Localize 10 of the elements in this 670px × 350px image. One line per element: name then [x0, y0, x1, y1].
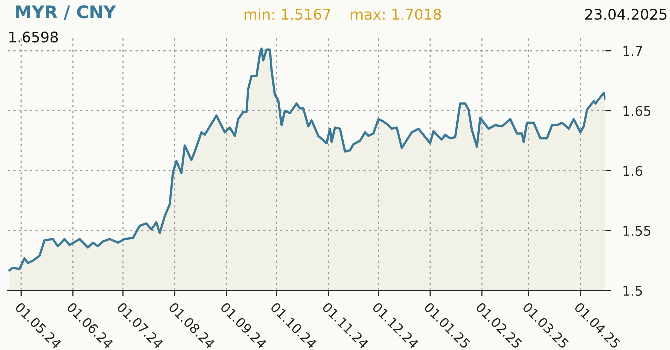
chart-title: MYR / CNY — [16, 6, 116, 20]
y-tick-label: 1.7 — [624, 46, 642, 56]
y-tick-label: 1.5 — [624, 286, 642, 296]
y-tick-label: 1.65 — [624, 106, 651, 116]
annotation: 1.6598 — [10, 32, 58, 43]
y-tick-label: 1.55 — [624, 226, 651, 236]
text: 23.04.2025 — [586, 9, 667, 20]
text: max: 1.7018 — [351, 9, 442, 20]
y-tick-label: 1.6 — [624, 166, 642, 176]
text: min: 1.5167 — [244, 8, 330, 20]
